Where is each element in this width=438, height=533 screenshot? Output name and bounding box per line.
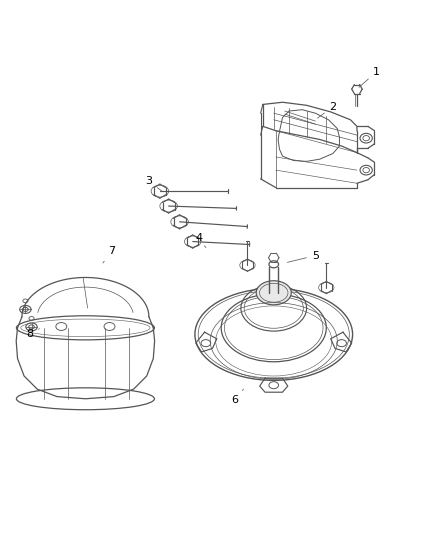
Text: 1: 1: [359, 67, 380, 87]
Text: 3: 3: [145, 176, 162, 191]
Text: 5: 5: [287, 251, 319, 262]
Text: 8: 8: [26, 329, 39, 340]
Text: 4: 4: [196, 233, 206, 248]
Text: 6: 6: [231, 389, 244, 405]
Text: 2: 2: [318, 102, 336, 118]
Text: 7: 7: [103, 246, 115, 263]
Ellipse shape: [256, 281, 291, 305]
